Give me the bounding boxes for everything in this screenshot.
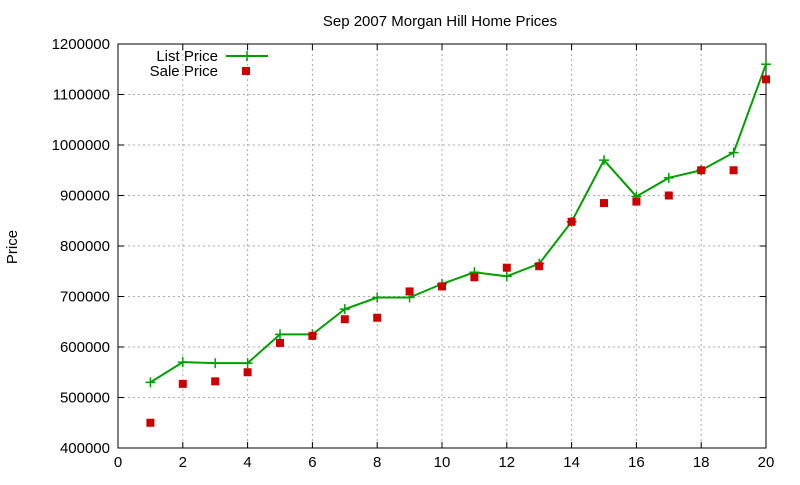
- list-price-point: [663, 172, 674, 183]
- x-tick-label: 2: [179, 454, 187, 471]
- chart-title: Sep 2007 Morgan Hill Home Prices: [323, 13, 557, 30]
- sale-price-point: [405, 287, 414, 296]
- list-price-point: [177, 357, 188, 368]
- sale-price-point: [340, 315, 349, 324]
- y-tick-label: 1100000: [53, 87, 110, 104]
- sale-price-point: [632, 197, 641, 206]
- y-tick-label: 900000: [60, 188, 110, 205]
- sale-price-point: [373, 313, 382, 322]
- list-price-point: [242, 358, 253, 369]
- list-price-point: [145, 377, 156, 388]
- y-tick-label: 800000: [60, 238, 110, 255]
- legend-label-sale-price: Sale Price: [150, 63, 218, 80]
- x-tick-labels: 0 2 4 6 8 10 12 14 16 18 20: [114, 454, 775, 471]
- x-tick-label: 10: [434, 454, 451, 471]
- x-tick-label: 6: [308, 454, 316, 471]
- legend-marker-list-price: [242, 51, 252, 61]
- x-tick-label: 18: [693, 454, 710, 471]
- sale-price-point: [664, 191, 673, 200]
- sale-price-point: [308, 331, 317, 340]
- y-tick-label: 1000000: [52, 137, 110, 154]
- sale-price-point: [762, 75, 770, 84]
- sale-price-point: [146, 418, 155, 427]
- series-list-price: [145, 59, 771, 388]
- y-tick-label: 600000: [60, 339, 110, 356]
- legend-label-list-price: List Price: [156, 48, 218, 65]
- list-price-point: [210, 358, 221, 369]
- list-price-point: [339, 304, 350, 315]
- legend-marker-sale-price: [242, 67, 250, 75]
- y-tick-label: 500000: [60, 390, 110, 407]
- list-price-point: [501, 271, 512, 282]
- y-tick-label: 700000: [60, 289, 110, 306]
- y-axis-label: Price: [4, 230, 21, 264]
- list-price-point: [372, 292, 383, 303]
- list-price-point: [599, 155, 609, 166]
- sale-price-point: [438, 282, 446, 291]
- y-tick-label: 1200000: [52, 36, 110, 53]
- sale-price-point: [243, 368, 252, 377]
- list-price-point: [275, 329, 285, 340]
- series-sale-price: [146, 75, 770, 427]
- sale-price-point: [502, 263, 511, 272]
- sale-price-point: [535, 262, 544, 271]
- list-price-point: [728, 147, 739, 158]
- x-tick-label: 20: [758, 454, 775, 471]
- x-tick-label: 12: [498, 454, 515, 471]
- x-tick-label: 4: [243, 454, 251, 471]
- sale-price-point: [178, 379, 187, 388]
- sale-price-point: [276, 338, 284, 347]
- series: [145, 59, 771, 427]
- y-tick-label: 400000: [60, 440, 110, 457]
- list-price-line: [149, 63, 767, 384]
- sale-price-point: [470, 273, 479, 282]
- axis-ticks: [117, 43, 767, 449]
- sale-price-point: [729, 166, 738, 175]
- legend: List Price Sale Price: [150, 48, 268, 80]
- x-tick-label: 16: [628, 454, 645, 471]
- grid: [118, 44, 766, 448]
- list-price-point: [761, 59, 771, 70]
- y-tick-labels: 400000 500000 600000 700000 800000 900000 1000…: [52, 36, 110, 457]
- x-tick-label: 14: [563, 454, 580, 471]
- x-tick-label: 0: [114, 454, 122, 471]
- sale-price-point: [567, 217, 576, 226]
- sale-price-point: [211, 377, 220, 386]
- x-tick-label: 8: [373, 454, 381, 471]
- sale-price-point: [697, 166, 706, 175]
- sale-price-point: [600, 199, 608, 208]
